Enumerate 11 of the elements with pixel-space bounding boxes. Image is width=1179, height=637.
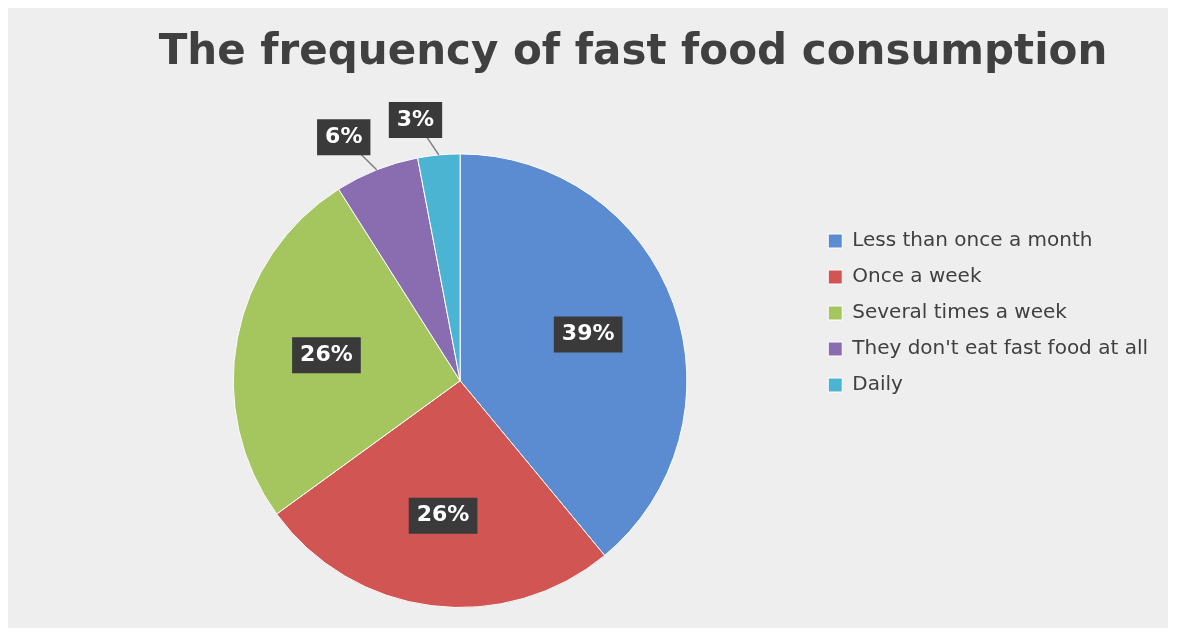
data-label: 39% xyxy=(561,320,615,346)
legend-label: Daily xyxy=(852,371,904,396)
legend-label: Once a week xyxy=(852,263,982,288)
legend-label: Less than once a month xyxy=(852,227,1093,252)
legend-label: They don't eat fast food at all xyxy=(851,335,1148,360)
legend-label: Several times a week xyxy=(852,299,1068,324)
data-label: 6% xyxy=(325,123,363,148)
data-label: 3% xyxy=(396,105,435,131)
data-label: 26% xyxy=(416,501,470,527)
chart-title: The frequency of fast food consumption xyxy=(158,25,1108,75)
data-label: 26% xyxy=(300,340,353,366)
